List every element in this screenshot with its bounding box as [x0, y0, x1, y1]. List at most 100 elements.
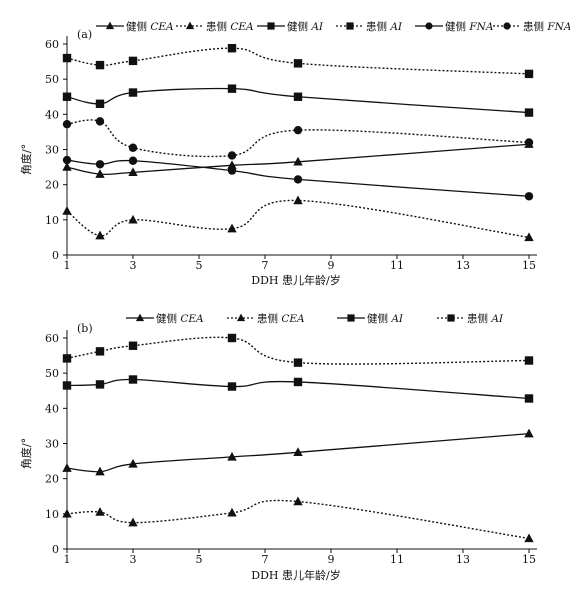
x-tick-label: 11	[390, 259, 404, 272]
data-point	[524, 533, 534, 543]
legend-item: 健侧 AI	[257, 20, 324, 33]
series-a-5	[62, 117, 534, 160]
panel-label: (b)	[77, 322, 93, 335]
y-axis-title: 角度/°	[19, 438, 33, 469]
data-point	[128, 88, 138, 97]
legend-item: 健侧 CEA	[126, 312, 204, 325]
y-tick-label: 10	[45, 214, 59, 227]
y-tick-label: 50	[45, 367, 59, 380]
data-point	[293, 377, 303, 387]
data-point	[128, 458, 138, 468]
data-point	[293, 59, 303, 68]
y-tick-label: 30	[45, 438, 59, 451]
data-point	[62, 206, 72, 215]
legend-item: 患侧 CEA	[227, 312, 305, 325]
x-axis-title: DDH 患儿年龄/岁	[251, 568, 340, 582]
y-tick-label: 50	[45, 73, 59, 86]
data-point	[95, 230, 105, 240]
x-tick-label: 5	[196, 553, 203, 566]
legend-label: 健侧 CEA	[126, 20, 174, 33]
data-point	[524, 192, 534, 201]
legend-label: 患侧 AI	[467, 312, 504, 325]
data-point	[524, 232, 534, 242]
data-point	[227, 507, 237, 517]
data-point	[62, 155, 72, 165]
series-a-3	[62, 44, 534, 79]
series-b-3	[62, 333, 534, 367]
data-point	[227, 166, 237, 175]
data-point	[128, 56, 138, 66]
data-point	[95, 99, 105, 108]
legend-label: 患侧 CEA	[257, 312, 305, 325]
legend-marker	[267, 22, 275, 30]
data-point	[293, 358, 303, 367]
legend-marker	[347, 314, 355, 322]
data-point	[227, 160, 237, 170]
data-point	[128, 156, 138, 165]
data-point	[128, 167, 138, 177]
legend-item: 健侧 AI	[337, 312, 404, 325]
data-point	[95, 507, 105, 516]
x-tick-label: 7	[262, 553, 269, 566]
data-point	[227, 151, 237, 160]
data-point	[128, 143, 138, 152]
data-point	[227, 44, 237, 53]
data-point	[128, 375, 138, 384]
y-axis-title: 角度/°	[19, 144, 33, 175]
x-tick-label: 3	[130, 259, 137, 272]
x-tick-label: 13	[456, 553, 470, 566]
data-point	[95, 380, 105, 389]
legend-label: 健侧 CEA	[156, 312, 204, 325]
legend-item: 患侧 AI	[437, 312, 504, 325]
panel-label: (a)	[77, 28, 92, 41]
x-tick-label: 3	[130, 553, 137, 566]
data-point	[293, 156, 303, 166]
data-point	[62, 119, 72, 129]
x-tick-label: 9	[328, 259, 335, 272]
x-axis-title: DDH 患儿年龄/岁	[251, 273, 340, 287]
y-tick-label: 10	[45, 508, 59, 521]
data-point	[524, 108, 534, 117]
data-point	[227, 451, 237, 461]
x-tick-label: 15	[522, 259, 536, 272]
x-tick-label: 5	[196, 259, 203, 272]
series-b-1	[62, 496, 534, 543]
x-tick-label: 13	[456, 259, 470, 272]
legend-item: 患侧 AI	[336, 20, 403, 33]
y-tick-label: 40	[45, 402, 59, 415]
data-point	[62, 92, 72, 101]
data-point	[95, 347, 105, 356]
data-point	[95, 60, 105, 70]
legend-marker	[425, 22, 433, 30]
legend-marker	[105, 21, 115, 30]
series-a-1	[62, 195, 534, 242]
legend-label: 患侧 FNA	[523, 20, 570, 33]
series-a-2	[62, 84, 534, 117]
data-point	[227, 223, 237, 233]
data-point	[62, 381, 72, 390]
y-tick-label: 0	[52, 249, 59, 262]
data-point	[62, 53, 72, 63]
data-point	[95, 160, 105, 169]
x-tick-label: 7	[262, 259, 269, 272]
legend-item: 健侧 CEA	[96, 20, 174, 33]
x-tick-label: 1	[64, 259, 71, 272]
legend-marker	[185, 21, 195, 30]
legend-label: 患侧 AI	[366, 20, 403, 33]
data-point	[293, 496, 303, 506]
legend-label: 健侧 AI	[367, 312, 404, 325]
data-point	[128, 341, 138, 350]
series-line	[66, 119, 530, 158]
data-point	[293, 125, 303, 135]
y-tick-label: 0	[52, 543, 59, 556]
series-line	[66, 199, 530, 239]
legend-label: 健侧 FNA	[445, 20, 494, 33]
data-point	[95, 169, 105, 178]
data-point	[524, 356, 534, 365]
series-b-2	[62, 375, 534, 403]
legend-item: 健侧 FNA	[415, 20, 494, 33]
legend-marker	[503, 22, 511, 30]
